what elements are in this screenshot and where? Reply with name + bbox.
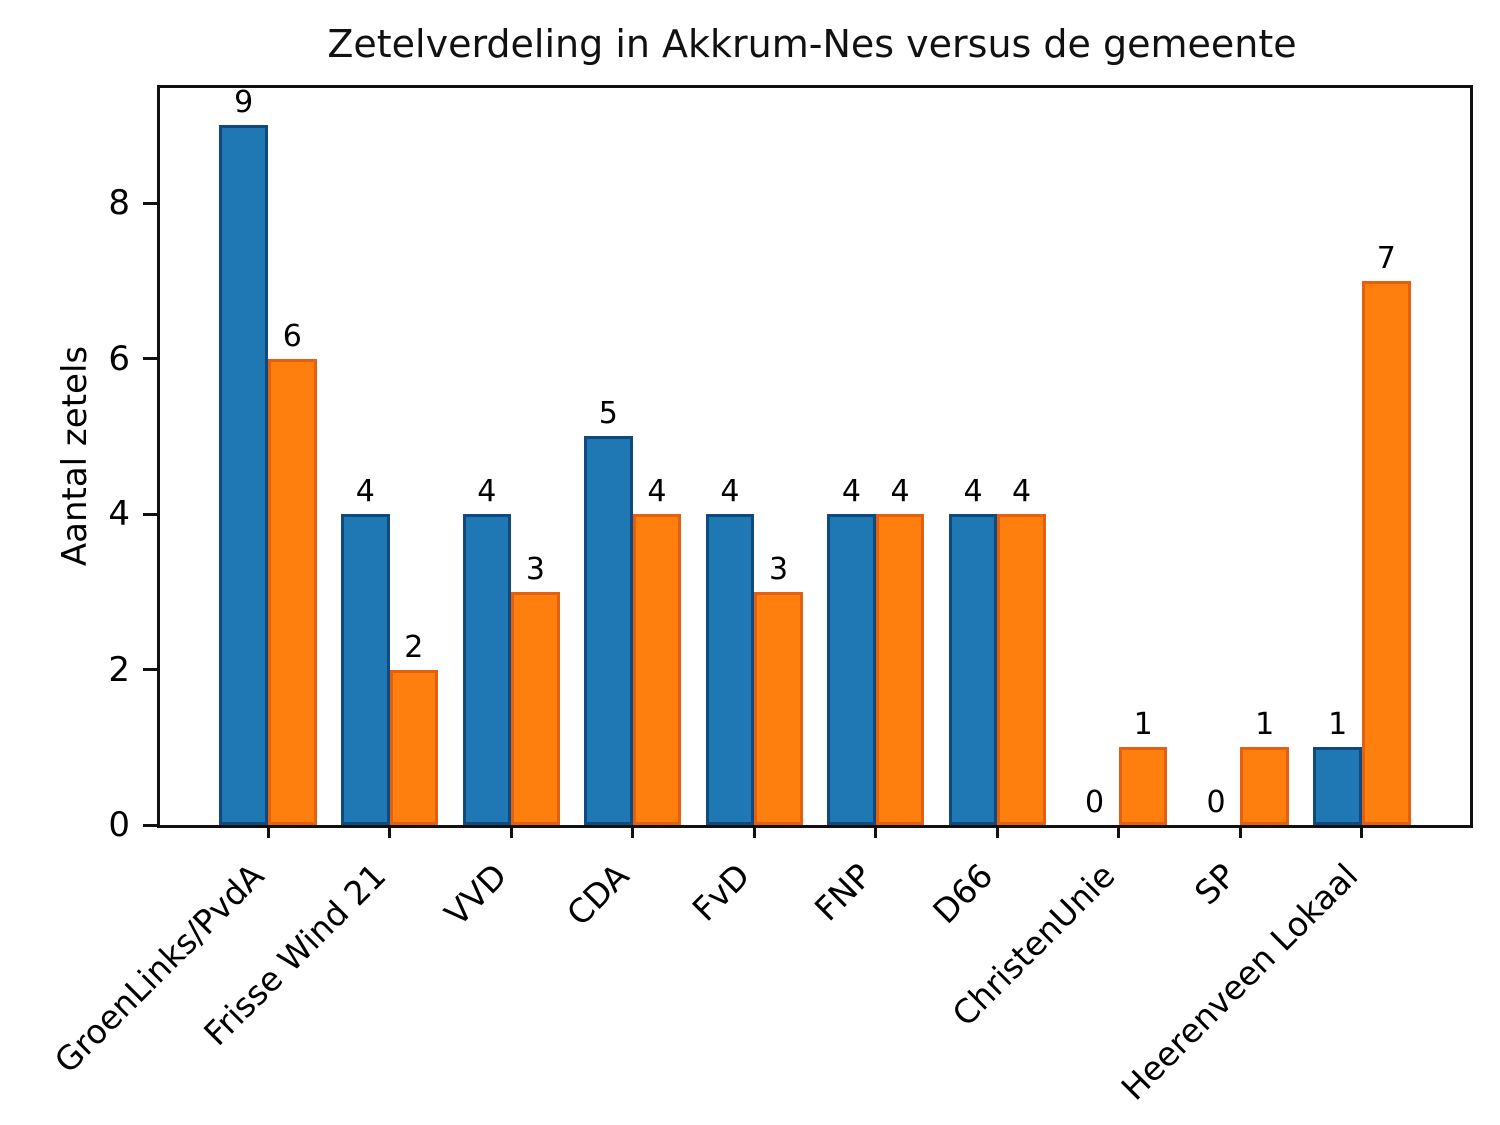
y-tick-label: 6 <box>108 338 130 379</box>
bar-value-label: 0 <box>1085 785 1105 820</box>
bar-value-label: 9 <box>234 85 254 121</box>
bar-value-label: 1 <box>1328 707 1348 743</box>
y-tick-mark <box>143 357 157 360</box>
bar-orange-7 <box>1118 747 1168 825</box>
bar-value-label: 4 <box>1012 474 1032 509</box>
bar-value-label: 4 <box>890 474 910 509</box>
bar-value-label: 1 <box>1255 707 1275 743</box>
y-tick-mark <box>143 201 157 205</box>
bar-value-label: 4 <box>477 474 497 509</box>
bar-orange-4 <box>754 591 803 825</box>
y-tick-mark <box>143 668 157 671</box>
bar-blue-4 <box>705 514 755 825</box>
bar-blue-6 <box>948 514 998 825</box>
bar-value-label: 5 <box>598 396 618 432</box>
x-tick-mark <box>631 825 635 838</box>
bar-value-label: 0 <box>1206 785 1226 820</box>
bar-blue-3 <box>584 436 633 825</box>
y-tick-mark <box>143 823 157 827</box>
bar-value-label: 4 <box>720 474 740 509</box>
bar-value-label: 4 <box>647 474 667 509</box>
chart-title: Zetelverdeling in Akkrum-Nes versus de g… <box>327 22 1297 66</box>
bar-orange-1 <box>389 669 439 825</box>
y-tick-label: 0 <box>108 805 130 845</box>
bar-value-label: 6 <box>282 318 302 354</box>
x-tick-mark <box>1117 825 1121 838</box>
x-tick-mark <box>1360 825 1364 838</box>
bar-orange-6 <box>997 514 1046 825</box>
bar-value-label: 4 <box>841 474 861 509</box>
bar-orange-9 <box>1361 280 1411 825</box>
y-tick-label: 2 <box>108 649 130 690</box>
bar-orange-2 <box>511 591 560 825</box>
x-tick-mark <box>752 825 756 838</box>
bar-value-label: 4 <box>355 474 375 509</box>
plot-area: 0 2 4 6 8 GroenLinks/PvdA 9 6 Frisse Wind 21 4 2 VV… <box>47 85 1473 1108</box>
bar-blue-1 <box>340 514 390 825</box>
bar-value-label: 2 <box>404 629 424 665</box>
y-tick-mark <box>143 512 157 516</box>
bar-orange-5 <box>875 514 925 825</box>
x-tick-mark <box>874 825 878 838</box>
bar-value-label: 7 <box>1376 240 1396 276</box>
bar-value-label: 3 <box>525 551 545 587</box>
x-tick-mark <box>509 825 513 838</box>
x-tick-mark <box>1238 825 1242 838</box>
x-tick-mark <box>388 825 392 838</box>
bar-orange-3 <box>632 514 682 825</box>
bar-value-label: 4 <box>963 474 983 509</box>
bar-blue-0 <box>219 125 268 825</box>
y-tick-label: 8 <box>108 183 130 223</box>
bar-orange-8 <box>1240 747 1289 825</box>
bar-blue-9 <box>1313 747 1362 825</box>
bar-blue-5 <box>827 514 876 825</box>
bar-orange-0 <box>268 358 317 825</box>
x-tick-mark <box>995 825 999 838</box>
y-tick-label: 4 <box>108 494 130 534</box>
x-tick-mark <box>266 825 270 838</box>
bar-value-label: 1 <box>1133 707 1153 743</box>
bar-value-label: 3 <box>768 551 789 587</box>
bar-blue-2 <box>462 514 512 825</box>
